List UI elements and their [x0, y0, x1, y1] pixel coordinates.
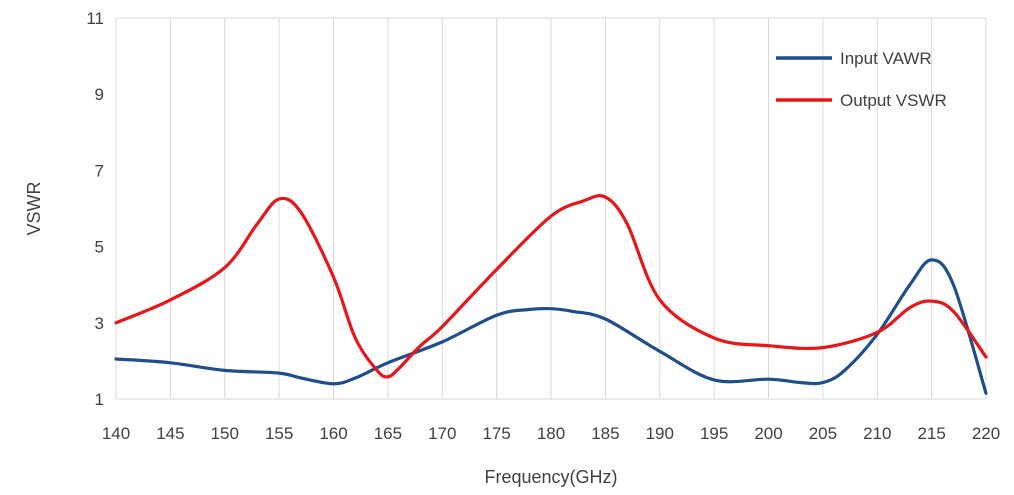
x-tick-label-180: 180 — [537, 424, 565, 443]
series-layer — [114, 194, 988, 395]
x-tick-label-220: 220 — [972, 424, 1000, 443]
x-tick-label-205: 205 — [809, 424, 837, 443]
x-tick-label-145: 145 — [156, 424, 184, 443]
x-tick-label-165: 165 — [374, 424, 402, 443]
x-tick-label-215: 215 — [917, 424, 945, 443]
x-axis-title: Frequency(GHz) — [484, 467, 617, 487]
x-tick-label-160: 160 — [319, 424, 347, 443]
x-tick-label-200: 200 — [754, 424, 782, 443]
y-tick-label-3: 3 — [95, 314, 104, 333]
x-tick-label-150: 150 — [211, 424, 239, 443]
y-tick-label-5: 5 — [95, 238, 104, 257]
series-line-output-vswr — [114, 194, 988, 379]
x-tick-label-170: 170 — [428, 424, 456, 443]
y-tick-label-9: 9 — [95, 85, 104, 104]
x-tick-label-195: 195 — [700, 424, 728, 443]
tick-label-layer: 140 145 150 155 160 165 170 175 180 185 190 195 200 2… — [86, 9, 1000, 443]
grid-layer — [115, 17, 987, 400]
x-tick-label-185: 185 — [591, 424, 619, 443]
legend-label-output-vswr: Output VSWR — [840, 91, 947, 110]
y-tick-label-11: 11 — [86, 9, 104, 28]
x-tick-label-190: 190 — [646, 424, 674, 443]
x-tick-label-175: 175 — [482, 424, 510, 443]
y-axis-title: VSWR — [24, 181, 44, 235]
y-tick-label-7: 7 — [95, 161, 104, 180]
series-line-input-vawr — [114, 258, 988, 395]
x-tick-label-155: 155 — [265, 424, 293, 443]
x-tick-label-140: 140 — [102, 424, 130, 443]
y-tick-label-1: 1 — [95, 390, 104, 409]
legend: Input VAWR Output VSWR — [776, 49, 947, 110]
x-tick-label-210: 210 — [863, 424, 891, 443]
legend-label-input-vawr: Input VAWR — [840, 49, 932, 68]
